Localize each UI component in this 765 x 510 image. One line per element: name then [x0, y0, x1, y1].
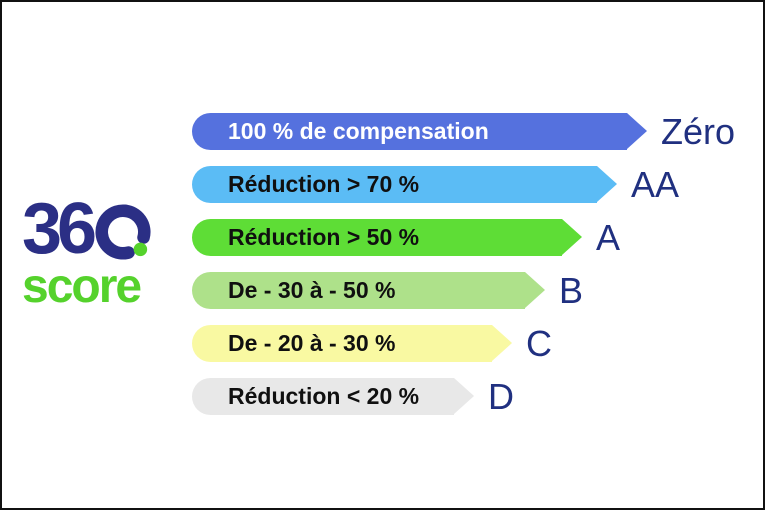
grade-label: C [526, 323, 552, 364]
logo-360-line: 36 [22, 189, 172, 269]
arrow-tip-icon [525, 272, 545, 308]
arrow-tip-icon [492, 325, 512, 361]
scale-row-b: De - 30 à - 50 % B [192, 272, 735, 309]
scale-row-aa: Réduction > 70 % AA [192, 166, 735, 203]
grade-label: D [488, 376, 514, 417]
grade-label: A [596, 217, 621, 258]
scale-bar: Réduction < 20 % [192, 378, 474, 415]
scale-bar-label: Réduction > 50 % [228, 224, 420, 250]
logo-360-text: 36 [22, 189, 97, 269]
grade-label: B [559, 270, 584, 311]
rating-scale: 100 % de compensation Zéro Réduction > 7… [192, 113, 735, 415]
grade-label: AA [631, 164, 680, 205]
arrow-tip-icon [454, 378, 474, 414]
scale-bar: Réduction > 70 % [192, 166, 617, 203]
scale-row-c: De - 20 à - 30 % C [192, 325, 735, 362]
scale-bar-label: De - 20 à - 30 % [228, 330, 396, 356]
arrow-tip-icon [627, 113, 647, 149]
scale-row-a: Réduction > 50 % A [192, 219, 735, 256]
logo-360score: 36 score [22, 189, 172, 313]
scale-row-d: Réduction < 20 % D [192, 378, 735, 415]
scale-bar-label: 100 % de compensation [228, 118, 489, 144]
scale-bar: 100 % de compensation [192, 113, 647, 150]
scale-bar: De - 30 à - 50 % [192, 272, 545, 309]
logo-open-zero-icon [95, 204, 151, 260]
scale-bar: Réduction > 50 % [192, 219, 582, 256]
grade-label: Zéro [661, 111, 736, 152]
logo-score-text: score [22, 260, 142, 313]
scale-bar-label: Réduction > 70 % [228, 171, 420, 197]
scale-bar: De - 20 à - 30 % [192, 325, 512, 362]
scale-bar-label: Réduction < 20 % [228, 383, 420, 409]
scale-bar-label: De - 30 à - 50 % [228, 277, 396, 303]
scale-row-zero: 100 % de compensation Zéro [192, 113, 735, 150]
arrow-tip-icon [562, 219, 582, 255]
arrow-tip-icon [597, 166, 617, 202]
